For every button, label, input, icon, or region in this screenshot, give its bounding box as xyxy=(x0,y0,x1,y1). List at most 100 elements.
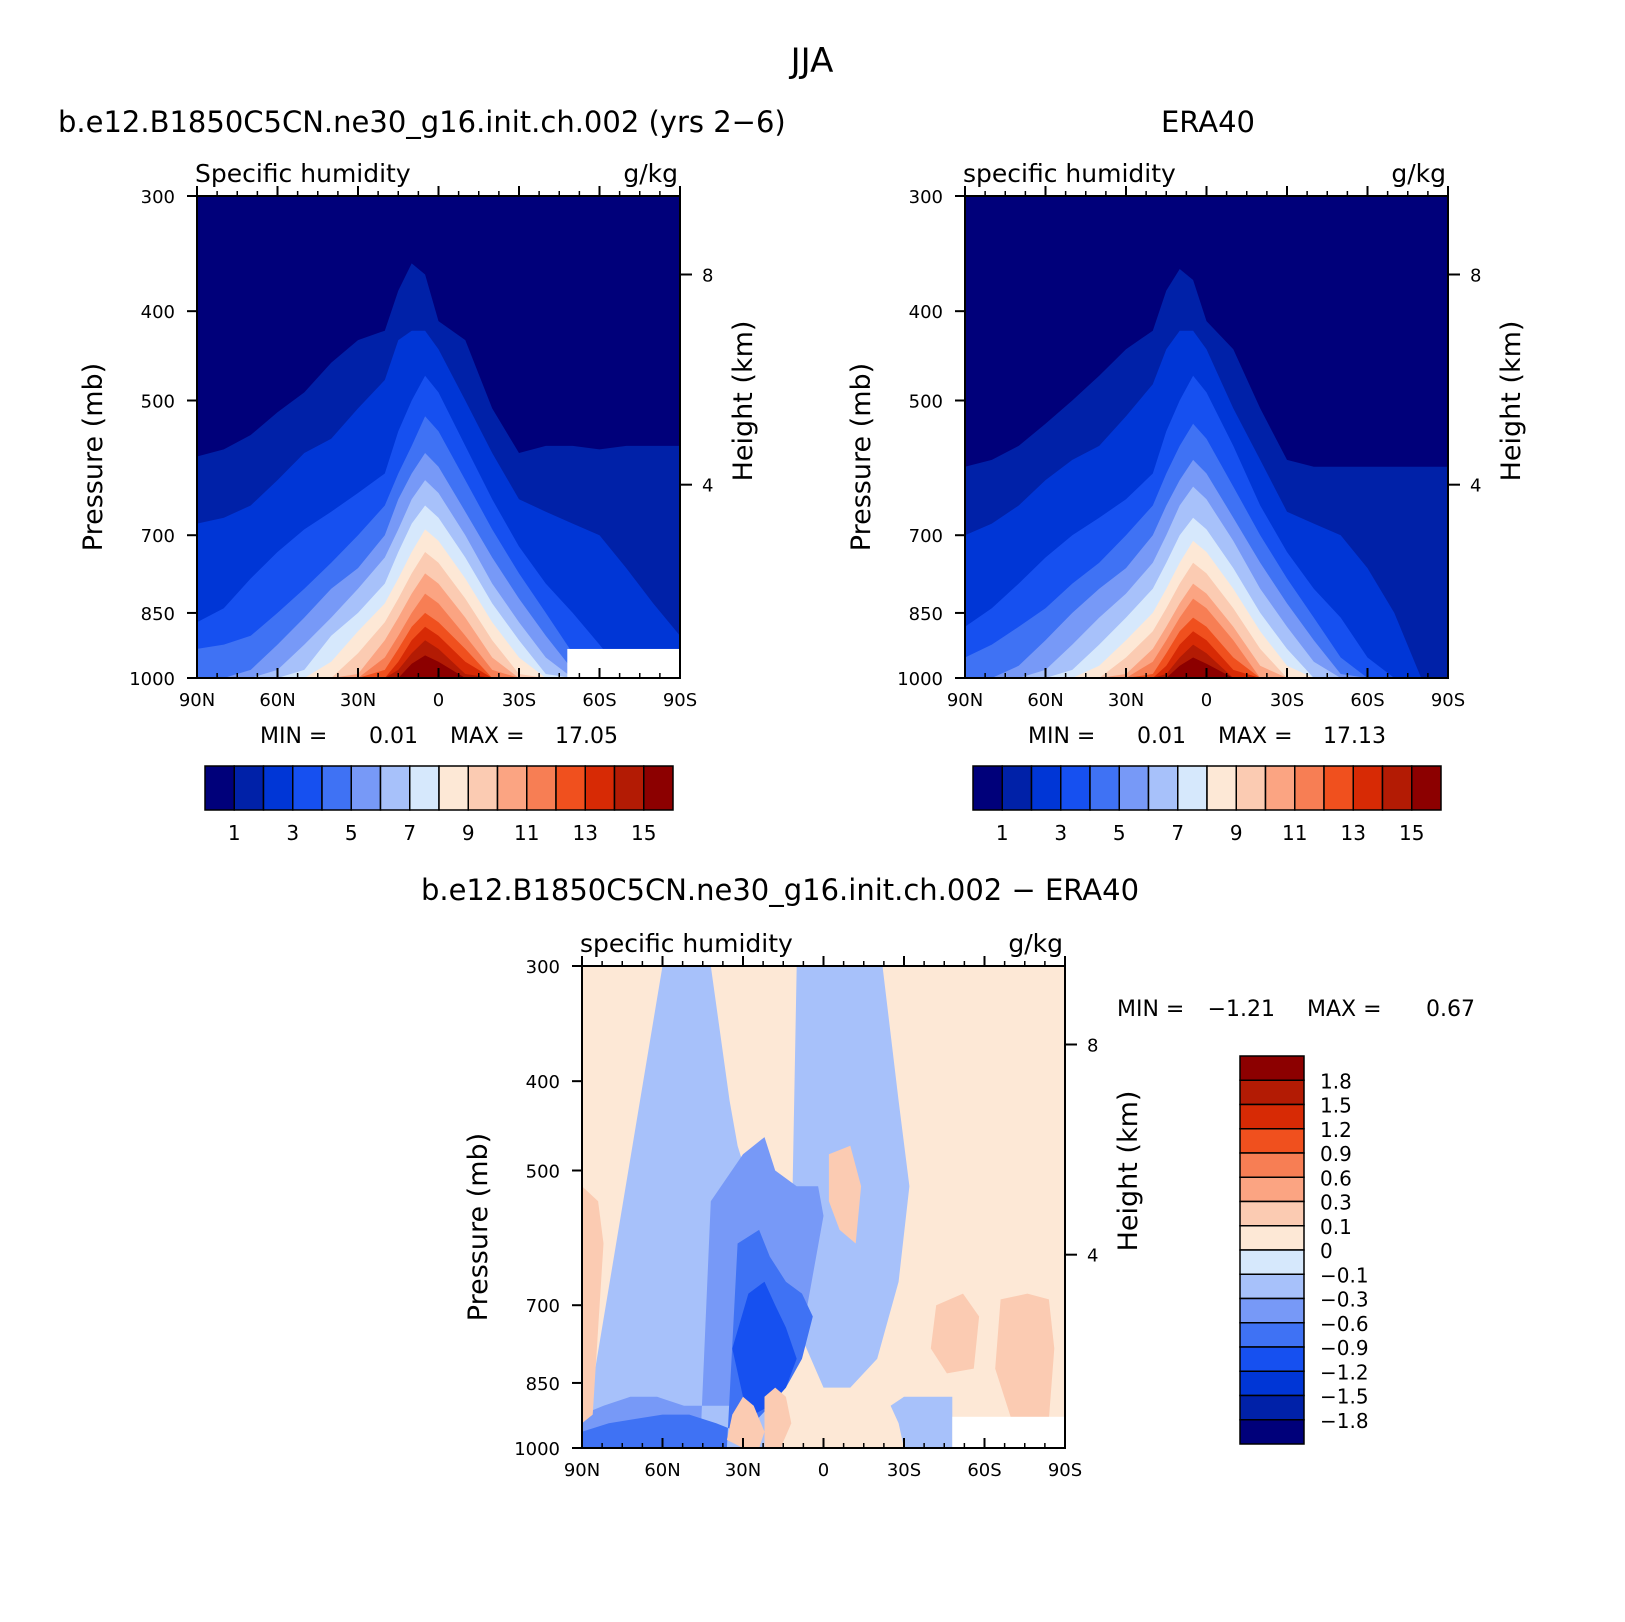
colorbar-box xyxy=(350,765,382,811)
x-tick-label: 60N xyxy=(259,690,295,711)
colorbar-box xyxy=(1239,1249,1305,1275)
diff-region xyxy=(726,1396,765,1448)
colorbar-label: 1.8 xyxy=(1320,1069,1352,1093)
colorbar-box xyxy=(613,765,645,811)
colorbar-label: 7 xyxy=(403,821,416,845)
y-axis-label: Pressure (mb) xyxy=(78,363,109,551)
colorbar-label: −0.1 xyxy=(1320,1263,1369,1287)
x-tick-label: 60S xyxy=(582,690,616,711)
colorbar: 1 3 5 7 9 11 13 15 xyxy=(204,765,674,845)
min-label: MIN = xyxy=(1117,997,1184,1022)
colorbar-label: 3 xyxy=(286,821,299,845)
y-tick-label: 1000 xyxy=(514,1439,560,1460)
panel-subtitle-right: g/kg xyxy=(1391,159,1446,188)
panel-subtitle-right: g/kg xyxy=(623,159,678,188)
diff-region xyxy=(732,1281,797,1415)
colorbar-label: 1.2 xyxy=(1320,1118,1352,1142)
colorbar-label: 5 xyxy=(345,821,358,845)
x-tick-label: 90S xyxy=(1048,1460,1082,1481)
colorbar-box xyxy=(1239,1394,1305,1421)
y-tick-label: 400 xyxy=(909,302,943,323)
y-tick-label: 850 xyxy=(909,604,943,625)
figure-title: JJA xyxy=(789,41,834,81)
x-tick-label: 90S xyxy=(663,690,697,711)
panel-era40: ERA40 specific humidity g/kg 90N 60N 30N 0 30S 6… xyxy=(846,105,1527,845)
min-label: MIN = xyxy=(260,724,327,749)
y-right-tick-label: 8 xyxy=(702,266,713,287)
colorbar-box xyxy=(409,765,440,811)
x-tick-label: 30S xyxy=(1270,690,1304,711)
colorbar-box xyxy=(555,765,586,811)
y-tick-label: 700 xyxy=(526,1296,560,1317)
colorbar-label: 0.1 xyxy=(1320,1215,1352,1239)
contour-fill-15 xyxy=(965,657,1448,678)
colorbar-box xyxy=(1147,765,1179,811)
colorbar-label: 1.5 xyxy=(1320,1094,1352,1118)
diff-region xyxy=(828,1145,862,1244)
y-tick-label: 850 xyxy=(141,604,175,625)
colorbar-box xyxy=(1239,1297,1305,1324)
x-tick-label: 60N xyxy=(644,1460,680,1481)
colorbar-box xyxy=(526,765,557,811)
y-tick-label: 500 xyxy=(909,392,943,413)
colorbar-label: −0.9 xyxy=(1320,1336,1369,1360)
y-right-axis-label: Height (km) xyxy=(1496,321,1527,482)
colorbar-box xyxy=(1118,765,1150,811)
x-tick-label: 30S xyxy=(502,690,536,711)
diff-region xyxy=(582,1186,604,1424)
colorbar-label: 0.9 xyxy=(1320,1142,1352,1166)
contour-fill-14 xyxy=(197,640,680,678)
colorbar-box xyxy=(1177,765,1208,811)
colorbar-label: 1 xyxy=(996,821,1009,845)
colorbar-label: 13 xyxy=(1341,821,1366,845)
colorbar-label: 7 xyxy=(1171,821,1184,845)
y-tick-label: 300 xyxy=(526,957,560,978)
colorbar-label: 15 xyxy=(631,821,656,845)
colorbar-label: 13 xyxy=(573,821,598,845)
colorbar-box xyxy=(1239,1273,1305,1300)
diff-region xyxy=(995,1293,1055,1419)
colorbar-label: −1.5 xyxy=(1320,1385,1369,1409)
missing-data xyxy=(567,648,680,678)
colorbar-label: −0.3 xyxy=(1320,1288,1369,1312)
colorbar-box xyxy=(1323,765,1354,811)
x-tick-label: 90N xyxy=(564,1460,600,1481)
colorbar-box xyxy=(496,765,528,811)
colorbar-box xyxy=(1239,1128,1305,1154)
colorbar-label: 11 xyxy=(1282,821,1307,845)
colorbar-box xyxy=(1239,1103,1305,1130)
x-tick-label: 30N xyxy=(340,690,376,711)
colorbar-box xyxy=(1239,1419,1305,1445)
x-tick-label: 90N xyxy=(947,690,983,711)
y-tick-label: 700 xyxy=(141,526,175,547)
x-tick-label: 60S xyxy=(967,1460,1001,1481)
colorbar-box xyxy=(292,765,323,811)
colorbar-box xyxy=(1239,1346,1305,1372)
y-right-axis-label: Height (km) xyxy=(1113,1091,1144,1252)
diff-region xyxy=(930,1293,980,1374)
y-tick-label: 400 xyxy=(526,1072,560,1093)
x-tick-label: 90S xyxy=(1431,690,1465,711)
plot-area xyxy=(582,966,1065,1448)
colorbar-box xyxy=(1411,765,1442,811)
colorbar-box xyxy=(1264,765,1296,811)
max-value: 0.67 xyxy=(1426,997,1475,1022)
y-tick-label: 850 xyxy=(526,1374,560,1395)
min-value: 0.01 xyxy=(1137,724,1186,749)
y-tick-label: 300 xyxy=(141,187,175,208)
x-tick-label: 0 xyxy=(433,690,444,711)
colorbar-label: −0.6 xyxy=(1320,1312,1369,1336)
colorbar-box xyxy=(1294,765,1325,811)
y-tick-label: 1000 xyxy=(897,669,943,690)
colorbar: 1.81.51.20.90.60.30.10−0.1−0.3−0.6−0.9−1… xyxy=(1239,1055,1369,1445)
y-right-tick-label: 8 xyxy=(1087,1036,1098,1057)
x-tick-label: 0 xyxy=(818,1460,829,1481)
y-tick-label: 700 xyxy=(909,526,943,547)
x-tick-label: 30S xyxy=(887,1460,921,1481)
max-value: 17.13 xyxy=(1323,724,1386,749)
colorbar-box xyxy=(1239,1322,1305,1348)
colorbar-box xyxy=(643,765,674,811)
diff-region xyxy=(764,1387,792,1448)
y-axis-label: Pressure (mb) xyxy=(463,1133,494,1321)
